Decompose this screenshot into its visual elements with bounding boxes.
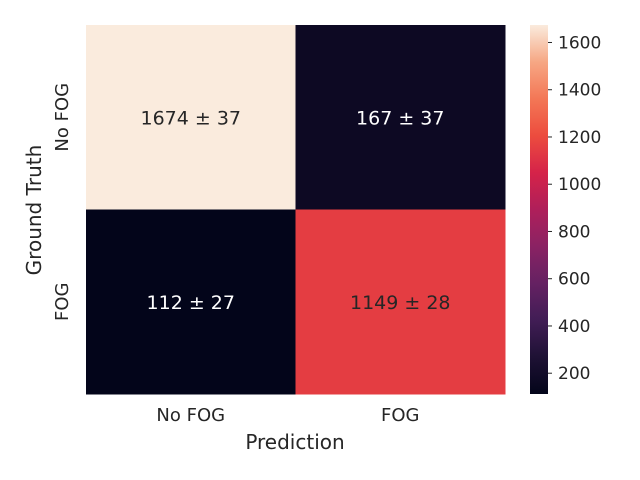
heatmap-cell-label-r1-c0: 112 ± 27	[147, 292, 235, 314]
y-tick-label: FOG	[52, 283, 73, 321]
heatmap-cell-r0-c1	[295, 25, 506, 210]
colorbar: 200 400 600 800 1000 1200 1400 1600	[530, 25, 601, 394]
heatmap-cell-r0-c0	[86, 25, 296, 210]
heatmap-cell-label-r0-c1: 167 ± 37	[356, 107, 444, 129]
colorbar-tick-label: 1400	[558, 81, 601, 101]
heatmap-cell-label-r1-c1: 1149 ± 28	[350, 292, 451, 314]
heatmap-cell-r1-c1	[295, 209, 506, 395]
heatmap-cell-labels: 1674 ± 37 167 ± 37 112 ± 27 1149 ± 28	[140, 107, 450, 314]
colorbar-tick-label: 400	[558, 317, 590, 337]
colorbar-tick-label: 1600	[558, 33, 601, 53]
heatmap-cells	[86, 25, 506, 395]
colorbar-tick-label: 600	[558, 270, 590, 290]
colorbar-tick-label: 1200	[558, 128, 601, 148]
x-tick-label: No FOG	[156, 405, 225, 426]
y-tick-label: No FOG	[52, 83, 73, 152]
x-tick-labels: No FOG FOG	[156, 405, 419, 426]
colorbar-tick-label: 200	[558, 364, 590, 384]
heatmap-cell-label-r0-c0: 1674 ± 37	[140, 107, 241, 129]
x-tick-label: FOG	[381, 405, 419, 426]
colorbar-tick-label: 1000	[558, 175, 601, 195]
x-axis-label: Prediction	[245, 430, 344, 454]
colorbar-gradient	[530, 25, 548, 394]
y-axis-label: Ground Truth	[22, 145, 46, 276]
colorbar-tick-label: 800	[558, 222, 590, 242]
y-tick-labels: No FOG FOG	[52, 83, 73, 321]
heatmap-cell-r1-c0	[86, 209, 296, 395]
